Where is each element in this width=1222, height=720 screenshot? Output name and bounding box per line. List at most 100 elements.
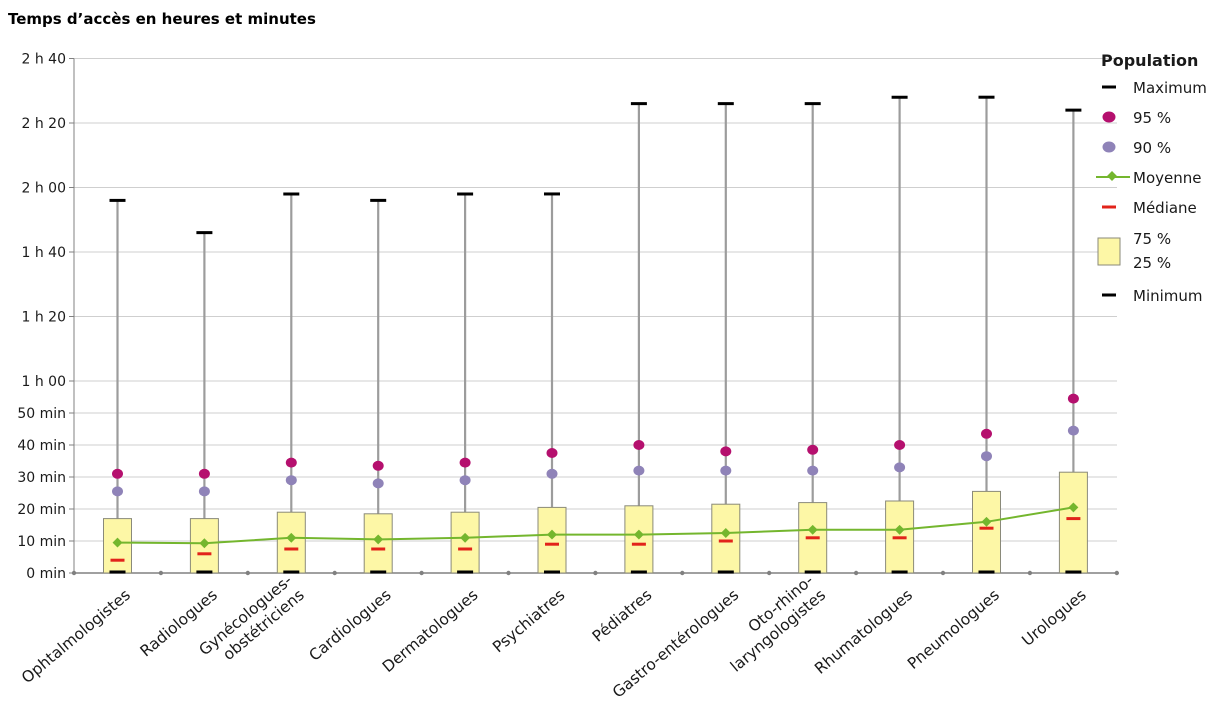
p90-point xyxy=(720,465,732,476)
mean-point xyxy=(981,516,992,527)
legend-label-p75: 75 % xyxy=(1133,230,1171,248)
mean-point xyxy=(894,524,905,535)
mean-line xyxy=(117,506,1074,545)
p90-point xyxy=(894,462,906,473)
mean-point xyxy=(547,529,557,540)
y-tick-label: 2 h 40 xyxy=(22,52,67,68)
box-p25-p75 xyxy=(885,500,915,574)
y-tick-label: 10 min xyxy=(17,534,66,550)
x-category-label: Gynécologues-obstétriciens xyxy=(196,571,308,664)
p95-point xyxy=(372,460,384,471)
y-tick-label: 2 h 20 xyxy=(22,116,67,132)
legend-title: Population xyxy=(1101,51,1198,70)
legend-item-max: Maximum xyxy=(1102,79,1207,97)
legend-item-p90: 90 % xyxy=(1102,139,1171,157)
p95-point xyxy=(198,468,210,479)
p90-point xyxy=(112,486,123,497)
legend-label-min: Minimum xyxy=(1133,287,1203,305)
legend-label-median: Médiane xyxy=(1133,199,1197,217)
x-tick-mark xyxy=(419,570,424,576)
x-tick-mark xyxy=(767,570,772,576)
x-category-text: Pneumologues xyxy=(904,586,1003,673)
x-category-label: Ophtalmologistes xyxy=(18,586,134,687)
x-tick-mark xyxy=(1114,570,1120,576)
y-tick-label: 1 h 40 xyxy=(22,245,67,261)
grid-lines xyxy=(74,58,1117,542)
legend-label-max: Maximum xyxy=(1133,79,1207,97)
mean-point xyxy=(112,537,123,548)
x-tick-mark xyxy=(332,570,337,576)
p90-point xyxy=(372,478,384,489)
x-axis: Ophtalmologistes RadiologuesGynécologues-… xyxy=(18,570,1120,702)
legend-label-p90: 90 % xyxy=(1133,139,1171,157)
p90-point xyxy=(633,465,645,476)
p95-point xyxy=(981,428,992,439)
mean-point xyxy=(633,529,644,540)
x-category-label: Urologues xyxy=(1019,586,1090,650)
p90-point xyxy=(459,475,471,486)
mean-point xyxy=(460,532,471,543)
x-category-text: Cardiologues xyxy=(306,586,395,665)
x-tick-mark xyxy=(506,570,511,576)
box-p25-p75 xyxy=(972,490,1001,574)
y-tick-label: 2 h 00 xyxy=(22,181,67,197)
box-p25-p75 xyxy=(537,506,567,574)
x-tick-mark xyxy=(940,570,946,576)
x-tick-mark xyxy=(245,570,250,576)
mean-point xyxy=(1068,502,1079,513)
mean-point xyxy=(720,528,731,538)
y-tick-label: 30 min xyxy=(17,470,66,486)
x-tick-mark xyxy=(1027,570,1033,576)
x-tick-mark xyxy=(158,570,164,576)
x-category-text: Ophtalmologistes xyxy=(18,586,134,687)
p90-point xyxy=(981,451,992,462)
p90-point xyxy=(546,468,558,479)
p90-point xyxy=(285,475,297,486)
p95-point xyxy=(633,440,645,450)
x-tick-mark xyxy=(71,570,77,576)
x-category-label: Psychiatres xyxy=(489,586,568,656)
p95-point xyxy=(459,457,471,468)
x-tick-mark xyxy=(853,570,859,576)
x-category-label: Cardiologues xyxy=(306,586,395,665)
chart-title: Temps d’accès en heures et minutes xyxy=(8,10,316,28)
mean-point xyxy=(199,538,210,549)
legend-item-box: 75 % 25 % xyxy=(1097,230,1171,272)
legend: Population Maximum 95 % 90 % Moyenne Méd… xyxy=(1096,51,1207,305)
p95-point xyxy=(894,440,906,450)
p95-point xyxy=(546,448,558,458)
legend-item-min: Minimum xyxy=(1102,287,1203,305)
mean-point xyxy=(807,524,818,535)
legend-item-mean: Moyenne xyxy=(1096,169,1201,187)
x-tick-mark xyxy=(593,570,598,576)
x-category-text: Pédiatres xyxy=(589,586,655,646)
legend-item-median: Médiane xyxy=(1102,199,1197,217)
x-category-label: Oto-rhino-laryngologistes xyxy=(727,571,829,675)
p90-point xyxy=(807,465,819,476)
y-tick-label: 0 min xyxy=(26,566,66,582)
legend-item-p95: 95 % xyxy=(1102,109,1171,127)
y-tick-label: 20 min xyxy=(17,502,66,518)
legend-label-p25: 25 % xyxy=(1133,254,1171,272)
legend-label-p95: 95 % xyxy=(1133,109,1171,127)
p90-point xyxy=(1067,425,1079,436)
y-tick-label: 40 min xyxy=(17,438,66,454)
p95-point xyxy=(807,444,819,455)
y-tick-label: 1 h 20 xyxy=(22,310,67,326)
mean-point xyxy=(286,532,297,543)
legend-label-mean: Moyenne xyxy=(1133,169,1201,187)
y-tick-label: 1 h 00 xyxy=(22,374,67,390)
plot-area xyxy=(103,95,1088,574)
x-category-label: Pneumologues xyxy=(904,586,1003,673)
p95-point xyxy=(720,446,732,457)
x-category-text: Psychiatres xyxy=(489,586,568,656)
p95-point xyxy=(112,468,123,479)
p95-point xyxy=(285,457,297,468)
y-tick-label: 50 min xyxy=(17,406,66,422)
x-category-text: Urologues xyxy=(1019,586,1090,650)
p90-point xyxy=(198,486,210,497)
x-tick-mark xyxy=(680,570,685,576)
x-category-label: Pédiatres xyxy=(589,586,655,646)
box-p25-p75 xyxy=(1058,471,1088,574)
